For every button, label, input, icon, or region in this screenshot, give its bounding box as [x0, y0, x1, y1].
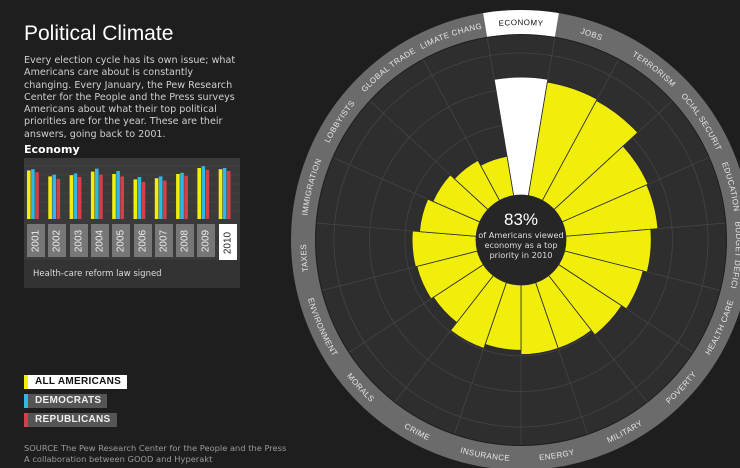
legend-republicans[interactable]: REPUBLICANS — [24, 413, 117, 427]
year-tab-label: 2004 — [94, 229, 106, 252]
issue-label[interactable]: TAXES — [299, 244, 310, 273]
mini-bar[interactable] — [163, 180, 167, 219]
intro-text: Every election cycle has its own issue; … — [24, 55, 236, 140]
mini-bar[interactable] — [35, 172, 39, 219]
mini-bar[interactable] — [73, 173, 78, 219]
mini-bar[interactable] — [90, 171, 95, 219]
mini-bar[interactable] — [95, 168, 99, 219]
center-caption: of Americans viewed economy as a top pri… — [478, 230, 564, 260]
mini-bar[interactable] — [133, 179, 138, 219]
year-tab[interactable]: 2009 — [197, 224, 216, 257]
mini-bar[interactable] — [48, 176, 52, 219]
year-tab[interactable]: 2003 — [69, 224, 88, 257]
mini-bar[interactable] — [158, 176, 163, 219]
center-readout: 83% of Americans viewed economy as a top… — [476, 210, 566, 260]
mini-bar[interactable] — [120, 176, 124, 219]
year-tab-label: 2008 — [179, 229, 191, 252]
year-tab[interactable]: 2007 — [154, 224, 173, 257]
event-annotation: Health-care reform law signed — [24, 260, 240, 288]
year-tab[interactable]: 2001 — [27, 224, 45, 257]
year-tab[interactable]: 2004 — [90, 224, 109, 257]
year-timeline: 2001 2002 2003 2004 2005 2006 2007 2008 2009 2010… — [24, 158, 240, 288]
year-tab[interactable]: 2008 — [176, 224, 195, 257]
mini-bar[interactable] — [222, 168, 227, 219]
year-tab[interactable]: 2010 — [218, 224, 237, 262]
mini-bar[interactable] — [201, 166, 206, 219]
year-tab-label: 2003 — [73, 229, 85, 252]
page-title: Political Climate — [24, 22, 174, 45]
year-tab[interactable]: 2002 — [48, 224, 67, 257]
mini-bar[interactable] — [141, 181, 146, 219]
mini-bar[interactable] — [154, 178, 159, 219]
mini-bar[interactable] — [31, 169, 35, 219]
year-tab-label: 2002 — [51, 229, 63, 252]
selected-ring-segment — [483, 9, 559, 37]
year-tab-label: 2005 — [115, 229, 127, 252]
source-line: SOURCE The Pew Research Center for the P… — [24, 443, 287, 453]
center-percent: 83% — [503, 210, 539, 229]
mini-bar-chart — [24, 158, 240, 222]
mini-bar[interactable] — [52, 174, 56, 219]
mini-bar[interactable] — [180, 172, 184, 219]
year-tab[interactable]: 2005 — [112, 224, 131, 257]
legend-all-americans[interactable]: ALL AMERICANS — [24, 375, 128, 389]
year-tab-label: 2009 — [200, 229, 212, 252]
radial-issue-chart: ECONOMYJOBSTERRORISMSOCIAL SECURITYEDUCA… — [290, 0, 740, 468]
source-note: SOURCE The Pew Research Center for the P… — [24, 443, 324, 465]
year-tab[interactable]: 2006 — [133, 224, 152, 257]
mini-bar[interactable] — [218, 169, 223, 219]
legend-democrats[interactable]: DEMOCRATS — [24, 394, 108, 408]
center-disc — [476, 195, 566, 285]
mini-bar[interactable] — [197, 168, 201, 219]
mini-bar[interactable] — [137, 177, 142, 219]
mini-bar[interactable] — [226, 171, 231, 219]
year-tab-label: 2007 — [158, 229, 170, 252]
year-tab-label: 2010 — [222, 231, 234, 255]
mini-bar[interactable] — [27, 170, 31, 219]
mini-bar[interactable] — [205, 169, 210, 219]
mini-bar-chart-svg — [24, 165, 240, 219]
mini-bar[interactable] — [56, 178, 61, 219]
mini-bar[interactable] — [69, 175, 74, 219]
mini-bar[interactable] — [116, 171, 120, 219]
year-tab-label: 2006 — [137, 229, 148, 252]
mini-bar[interactable] — [77, 177, 82, 219]
mini-bar[interactable] — [184, 175, 188, 219]
credit-line: A collaboration between GOOD and Hyperak… — [24, 454, 213, 464]
year-selector: 2001 2002 2003 2004 2005 2006 2007 2008 2009 2010 — [24, 222, 240, 262]
mini-bar[interactable] — [112, 174, 116, 219]
mini-bar[interactable] — [99, 174, 103, 219]
year-tab-label: 2001 — [30, 229, 42, 252]
selected-issue-heading: Economy — [24, 143, 80, 156]
issue-label[interactable]: ECONOMY — [498, 18, 544, 28]
mini-bar[interactable] — [176, 174, 180, 219]
